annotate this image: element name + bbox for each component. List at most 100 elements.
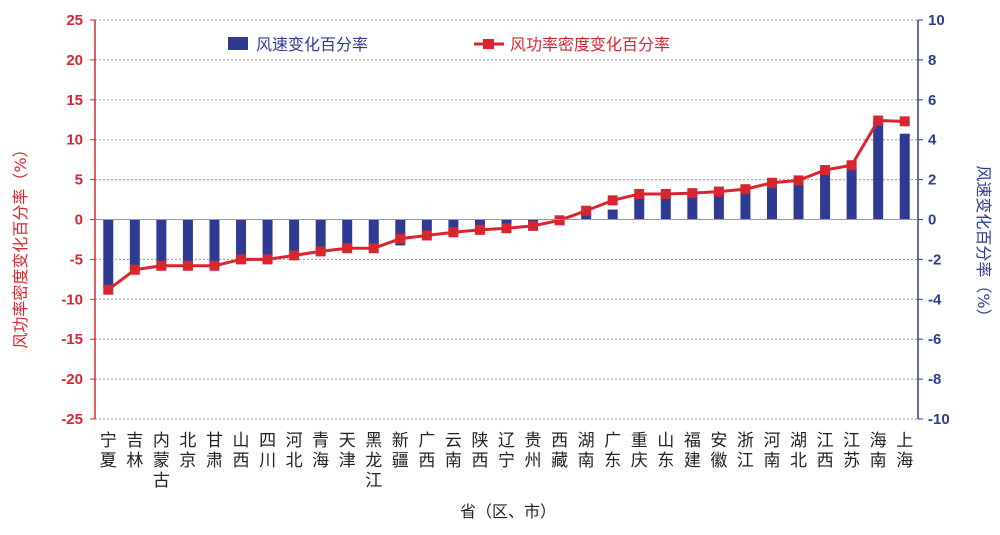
- right-tick-label: -2: [928, 251, 941, 268]
- category-label: 广东: [604, 431, 621, 471]
- category-char: 东: [604, 451, 621, 471]
- bar: [103, 219, 114, 286]
- category-label: 内蒙古: [153, 431, 170, 491]
- line-marker: [581, 205, 592, 216]
- left-axis-ticks: 25 20 15 10 5 0 -5 -10 -15 -20 -25: [61, 12, 95, 428]
- category-char: 江: [737, 451, 754, 471]
- bar: [873, 121, 884, 220]
- category-char: 福: [684, 431, 701, 451]
- legend-bar-swatch: [228, 37, 248, 50]
- category-char: 浙: [737, 431, 754, 451]
- category-char: 北: [790, 451, 807, 471]
- category-char: 西: [817, 451, 834, 471]
- left-tick-label: -5: [70, 251, 83, 268]
- category-char: 川: [259, 451, 276, 471]
- line-marker: [342, 243, 353, 254]
- category-label: 河南: [763, 431, 780, 471]
- bar: [846, 167, 857, 220]
- bar: [607, 209, 618, 220]
- category-label: 湖北: [790, 431, 807, 471]
- line-marker: [660, 188, 671, 199]
- right-tick-label: 2: [928, 172, 936, 189]
- category-char: 江: [843, 431, 860, 451]
- bar: [766, 183, 777, 220]
- category-label: 贵州: [525, 431, 542, 471]
- line-marker: [395, 233, 406, 244]
- category-char: 南: [870, 451, 887, 471]
- category-label: 西藏: [551, 431, 568, 471]
- right-axis-title: 风速变化百分率（%）: [974, 165, 993, 324]
- category-char: 南: [445, 451, 462, 471]
- right-tick-label: -4: [928, 291, 942, 308]
- line-marker: [129, 264, 140, 275]
- left-tick-label: 10: [66, 132, 83, 149]
- category-char: 州: [525, 451, 542, 471]
- category-char: 云: [445, 431, 462, 451]
- category-label: 四川: [259, 431, 276, 471]
- category-char: 山: [233, 431, 250, 451]
- line-marker: [156, 260, 167, 271]
- category-label: 浙江: [737, 431, 754, 471]
- category-char: 河: [763, 431, 780, 451]
- line-marker: [873, 115, 884, 126]
- bar: [687, 193, 698, 220]
- bar: [289, 219, 300, 254]
- line-marker: [315, 246, 326, 257]
- bar: [421, 219, 432, 232]
- category-label: 海南: [870, 431, 887, 471]
- category-char: 北: [179, 431, 196, 451]
- category-label: 湖南: [578, 431, 595, 471]
- gridlines: [95, 19, 918, 420]
- line-marker: [687, 188, 698, 199]
- category-char: 江: [365, 471, 382, 491]
- legend: 风速变化百分率 风功率密度变化百分率: [228, 35, 670, 54]
- category-char: 四: [259, 431, 276, 451]
- line-marker: [289, 250, 300, 261]
- bar-series: [103, 121, 910, 286]
- category-label: 宁夏: [100, 431, 117, 471]
- category-char: 南: [578, 451, 595, 471]
- category-char: 湖: [790, 431, 807, 451]
- category-label: 江苏: [843, 431, 860, 471]
- category-char: 西: [233, 451, 250, 471]
- bar: [740, 187, 751, 220]
- category-char: 上: [896, 431, 913, 451]
- category-label: 山东: [657, 431, 674, 471]
- bar: [660, 193, 671, 220]
- category-label: 重庆: [631, 431, 648, 471]
- bar: [236, 219, 247, 256]
- category-char: 北: [286, 451, 303, 471]
- category-char: 湖: [578, 431, 595, 451]
- category-char: 古: [153, 471, 170, 491]
- category-label: 天津: [339, 431, 356, 471]
- left-tick-label: -15: [61, 331, 83, 348]
- left-tick-label: -10: [61, 291, 83, 308]
- left-tick-label: 0: [75, 212, 83, 229]
- left-tick-label: -25: [61, 411, 83, 428]
- left-tick-label: 15: [66, 92, 83, 109]
- category-char: 青: [312, 431, 329, 451]
- category-char: 吉: [126, 431, 143, 451]
- bar: [368, 219, 379, 248]
- bar: [634, 193, 645, 220]
- category-label: 江西: [817, 431, 834, 471]
- category-char: 京: [179, 451, 196, 471]
- category-char: 徽: [710, 451, 727, 471]
- category-char: 海: [312, 451, 329, 471]
- bar: [129, 219, 140, 266]
- category-char: 海: [896, 451, 913, 471]
- category-char: 陕: [471, 431, 488, 451]
- bar: [448, 219, 459, 232]
- line-marker: [607, 195, 618, 206]
- category-char: 肃: [206, 451, 223, 471]
- category-label: 新疆: [392, 431, 409, 471]
- line-marker: [209, 260, 220, 271]
- category-char: 西: [418, 451, 435, 471]
- left-tick-label: 5: [75, 172, 83, 189]
- right-tick-label: -6: [928, 331, 941, 348]
- category-char: 贵: [525, 431, 542, 451]
- bar: [156, 219, 167, 266]
- right-tick-label: 6: [928, 92, 936, 109]
- category-char: 津: [339, 451, 356, 471]
